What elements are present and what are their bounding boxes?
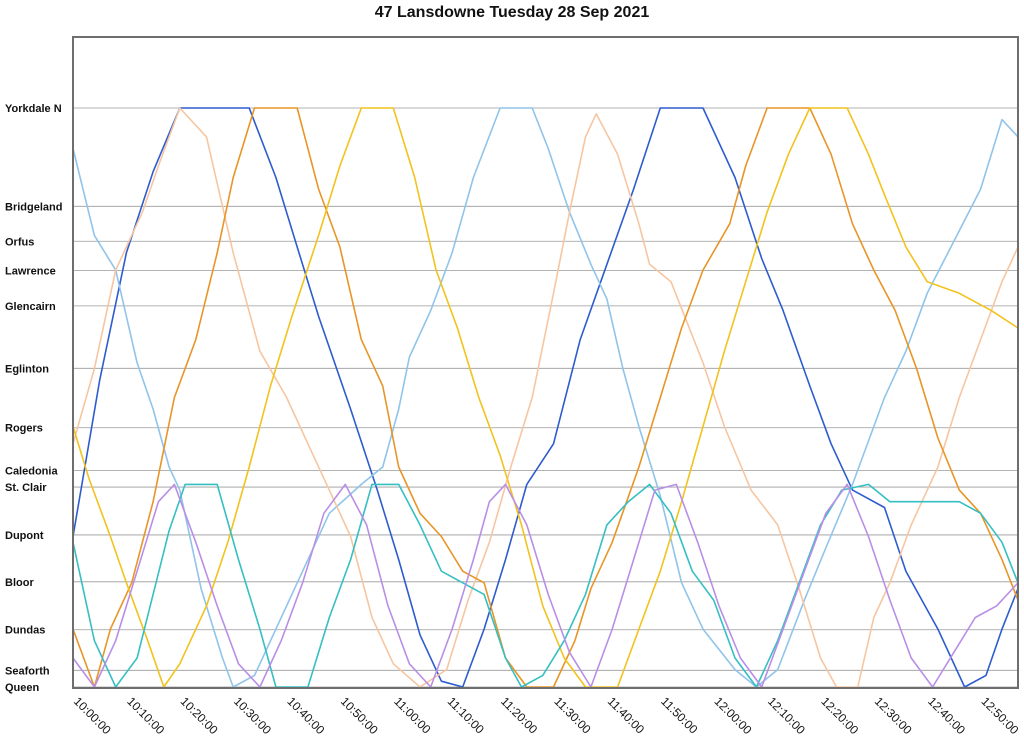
stop-label-queen: Queen bbox=[5, 682, 40, 694]
x-tick-label: 11:00:00 bbox=[391, 694, 434, 737]
stop-label-glencairn: Glencairn bbox=[5, 301, 56, 313]
series-line-1 bbox=[72, 107, 1019, 688]
x-tick-label: 10:50:00 bbox=[338, 694, 381, 737]
x-tick-label: 12:10:00 bbox=[765, 694, 808, 737]
x-tick-labels: 10:00:00 10:10:00 10:20:00 10:30:00 10:40:00… bbox=[71, 694, 1022, 737]
x-tick-label: 10:10:00 bbox=[124, 694, 167, 737]
x-tick-label: 11:40:00 bbox=[605, 694, 648, 737]
stop-label-yorkdale-n: Yorkdale N bbox=[5, 103, 62, 115]
x-tick-label: 11:30:00 bbox=[551, 694, 594, 737]
x-tick-label: 12:50:00 bbox=[979, 694, 1022, 737]
stop-label-dundas: Dundas bbox=[5, 625, 45, 637]
x-tick-label: 12:20:00 bbox=[818, 694, 861, 737]
stop-label-caledonia: Caledonia bbox=[5, 465, 58, 477]
stop-label-eglinton: Eglinton bbox=[5, 363, 49, 375]
stop-label-bridgeland: Bridgeland bbox=[5, 201, 62, 213]
x-tick-label: 10:00:00 bbox=[71, 694, 114, 737]
series-lines bbox=[72, 107, 1019, 688]
series-line-7 bbox=[72, 483, 1019, 688]
x-tick-label: 12:00:00 bbox=[712, 694, 755, 737]
stop-label-lawrence: Lawrence bbox=[5, 265, 56, 277]
series-line-3 bbox=[72, 107, 1019, 688]
series-line-2 bbox=[72, 107, 1019, 688]
x-tick-label: 11:10:00 bbox=[445, 694, 488, 737]
stop-label-seaforth: Seaforth bbox=[5, 665, 50, 677]
x-tick-label: 10:40:00 bbox=[284, 694, 327, 737]
series-line-5 bbox=[72, 107, 1019, 688]
x-tick-label: 11:20:00 bbox=[498, 694, 541, 737]
stop-label-st-clair: St. Clair bbox=[5, 482, 47, 494]
chart-title: 47 Lansdowne Tuesday 28 Sep 2021 bbox=[374, 4, 650, 21]
x-tick-label: 10:20:00 bbox=[178, 694, 221, 737]
stop-label-bloor: Bloor bbox=[5, 577, 34, 589]
stop-label-dupont: Dupont bbox=[5, 530, 44, 542]
stop-label-rogers: Rogers bbox=[5, 423, 43, 435]
x-tick-label: 10:30:00 bbox=[231, 694, 274, 737]
x-tick-label: 12:40:00 bbox=[925, 694, 968, 737]
stop-labels: Yorkdale N Bridgeland Orfus Lawrence Glencai… bbox=[5, 103, 62, 694]
x-tick-label: 11:50:00 bbox=[658, 694, 701, 737]
plot-frame bbox=[72, 36, 1019, 689]
x-tick-label: 12:30:00 bbox=[872, 694, 915, 737]
stop-label-orfus: Orfus bbox=[5, 236, 34, 248]
